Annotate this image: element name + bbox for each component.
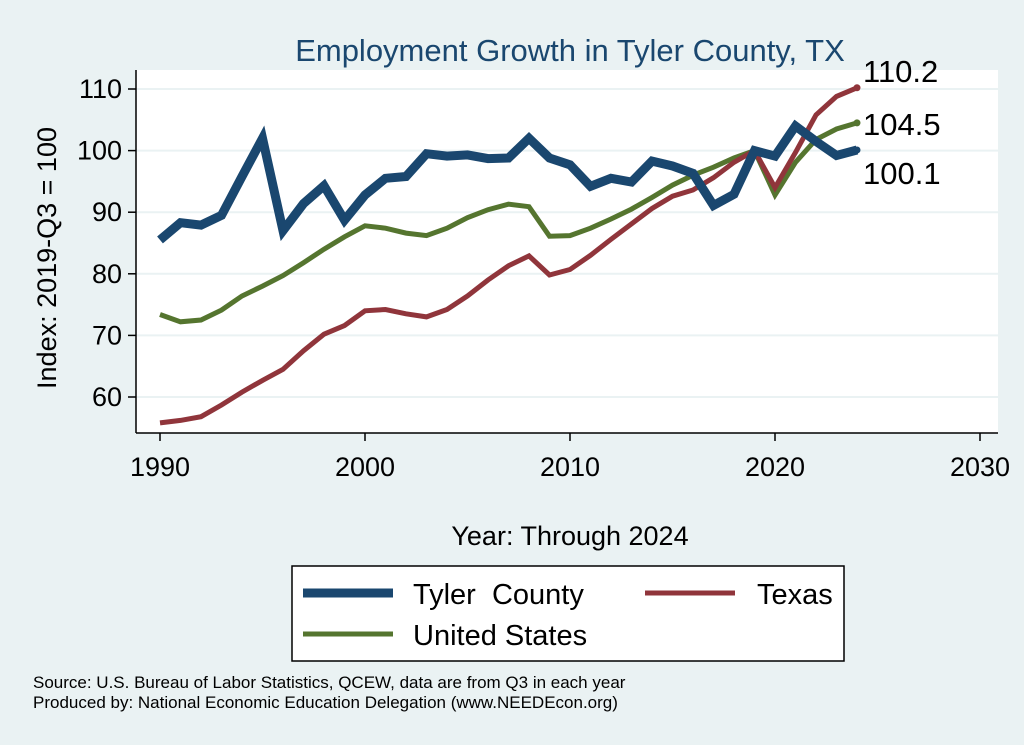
legend-label-tyler-county: Tyler County <box>413 579 584 611</box>
x-tick-label: 2000 <box>335 452 395 482</box>
end-point-marker <box>853 119 861 127</box>
series-line-tyler-county <box>157 119 859 244</box>
x-axis-label: Year: Through 2024 <box>451 521 688 551</box>
end-point-marker <box>853 146 861 154</box>
source-note: Source: U.S. Bureau of Labor Statistics,… <box>33 673 626 692</box>
y-tick-label: 80 <box>92 259 122 289</box>
legend-label-texas: Texas <box>757 579 833 611</box>
source-notes: Source: U.S. Bureau of Labor Statistics,… <box>33 673 625 713</box>
chart-title: Employment Growth in Tyler County, TX <box>295 33 845 68</box>
end-point-marker <box>853 84 861 92</box>
produced-by-note: Produced by: National Economic Education… <box>33 693 618 712</box>
end-label-texas: 110.2 <box>863 54 938 89</box>
y-tick-label: 100 <box>77 136 122 166</box>
axes: 60 70 80 90 100 110 1990 2000 2010 2020 2030 <box>77 70 1010 482</box>
end-label-tyler-county: 100.1 <box>863 156 941 191</box>
x-tick-label: 2030 <box>950 452 1010 482</box>
legend-label-united-states: United States <box>413 620 587 652</box>
x-tick-label: 2010 <box>540 452 600 482</box>
x-tick-label: 1990 <box>130 452 190 482</box>
x-tick-label: 2020 <box>745 452 805 482</box>
y-tick-label: 110 <box>79 74 122 104</box>
series-line-texas <box>159 85 858 426</box>
y-tick-label: 90 <box>92 197 122 227</box>
y-tick-label: 60 <box>92 382 122 412</box>
y-axis-label: Index: 2019-Q3 = 100 <box>32 127 62 389</box>
series-lines <box>157 84 861 426</box>
y-tick-label: 70 <box>92 320 122 350</box>
end-labels: 100.1 110.2 104.5 <box>863 54 941 191</box>
legend-box <box>291 565 845 662</box>
legend: Tyler County Texas United States <box>291 565 845 662</box>
end-label-united-states: 104.5 <box>863 107 941 142</box>
